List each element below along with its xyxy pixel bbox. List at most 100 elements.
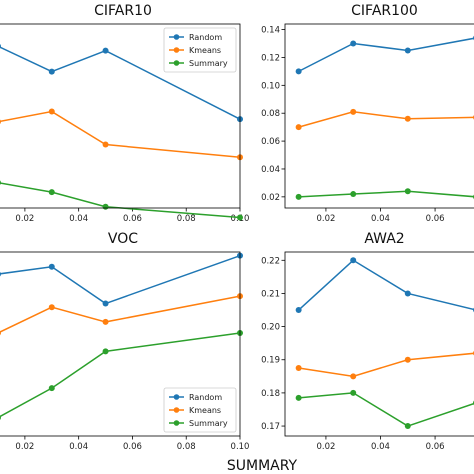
data-point-summary <box>0 180 1 185</box>
series-line-summary <box>298 392 474 427</box>
y-tick-label: 0.02 <box>261 193 280 203</box>
legend-label-random: Random <box>189 393 222 402</box>
data-point-random <box>295 307 302 314</box>
chart-title: AWA2 <box>364 231 404 247</box>
data-point-random <box>102 47 109 54</box>
plot-area <box>0 251 241 437</box>
data-point-kmeans <box>295 124 302 131</box>
data-point-kmeans <box>0 330 1 336</box>
y-tick-label: 0.17 <box>261 422 280 432</box>
series-line-kmeans <box>0 295 241 333</box>
legend-label-random: Random <box>189 33 222 42</box>
legend-box <box>163 387 237 433</box>
series-line-summary <box>0 182 241 219</box>
y-tick-label: 0.22 <box>261 256 280 266</box>
legend-label-summary: Summary <box>189 59 228 68</box>
legend: Random Kmeans Summary <box>163 27 237 73</box>
y-tick-label: 0.04 <box>261 165 280 175</box>
y-tick-label: 0.12 <box>261 53 280 63</box>
y-tick-label: 0.10 <box>261 81 280 91</box>
x-tick-label: 0.02 <box>316 442 335 452</box>
x-tick-label: 0.08 <box>177 442 196 452</box>
data-point-kmeans <box>295 365 302 372</box>
x-tick-label: 0.04 <box>371 214 390 224</box>
figure-title: SUMMARY <box>227 458 298 474</box>
x-tick-label: 0.08 <box>177 214 196 224</box>
legend-marker-kmeans <box>173 407 180 413</box>
data-point-kmeans <box>404 356 411 363</box>
x-tick-label: 0.06 <box>123 442 142 452</box>
data-point-kmeans <box>404 115 411 122</box>
data-point-random <box>404 290 411 297</box>
x-tick-label: 0.04 <box>69 214 88 224</box>
plot-area <box>284 251 474 437</box>
data-point-random <box>102 300 109 307</box>
series-line-random <box>298 37 474 73</box>
data-point-summary <box>350 389 357 396</box>
chart-title: CIFAR100 <box>351 3 418 19</box>
x-tick-label: 0.04 <box>69 442 88 452</box>
chart-voc: VOC 0.02 0.04 0.06 0.08 0.10 Random Kmeans Summa… <box>0 231 249 452</box>
data-point-summary <box>48 189 55 196</box>
x-tick-label: 0.02 <box>15 442 34 452</box>
legend-marker-random <box>173 394 180 400</box>
chart-title: CIFAR10 <box>94 3 152 19</box>
legend-label-summary: Summary <box>189 419 228 428</box>
legend-marker-kmeans <box>173 47 180 53</box>
data-point-kmeans <box>0 119 1 124</box>
y-tick-label: 0.20 <box>261 323 280 333</box>
series-line-random <box>298 259 474 311</box>
legend-label-kmeans: Kmeans <box>189 406 221 415</box>
series-line-summary <box>0 332 241 418</box>
x-tick-label: 0.04 <box>371 442 390 452</box>
data-point-random <box>0 43 1 49</box>
legend-label-kmeans: Kmeans <box>189 46 221 55</box>
data-point-summary <box>404 188 411 195</box>
y-tick-label: 0.21 <box>261 289 280 299</box>
data-point-kmeans <box>48 108 55 115</box>
x-tick-label: 0.06 <box>426 214 445 224</box>
data-point-kmeans <box>48 304 55 311</box>
x-tick-label: 0.02 <box>15 214 34 224</box>
series-line-kmeans <box>0 110 241 158</box>
data-point-random <box>404 47 411 54</box>
x-tick-label: 0.02 <box>316 214 335 224</box>
data-point-summary <box>48 385 55 392</box>
legend: Random Kmeans Summary <box>163 387 237 433</box>
series-line-summary <box>298 190 474 198</box>
legend-box <box>163 27 237 73</box>
chart-title: VOC <box>108 231 138 247</box>
series-line-random <box>0 254 241 305</box>
plot-area <box>284 23 474 209</box>
series-line-kmeans <box>298 352 474 378</box>
legend-marker-random <box>173 34 180 40</box>
y-tick-label: 0.19 <box>261 356 280 366</box>
data-point-random <box>48 263 55 270</box>
data-point-summary <box>295 193 302 200</box>
data-point-kmeans <box>102 318 109 325</box>
data-point-random <box>48 68 55 75</box>
x-tick-label: 0.10 <box>231 442 250 452</box>
y-tick-label: 0.06 <box>261 137 280 147</box>
chart-cifar100: CIFAR100 0.02 0.04 0.06 0.02 0.04 0.06 0.08 0.10… <box>261 3 474 224</box>
y-tick-label: 0.14 <box>261 26 280 36</box>
data-point-summary <box>350 191 357 198</box>
series-line-random <box>0 46 241 120</box>
plot-area <box>0 23 241 209</box>
data-point-summary <box>102 348 109 355</box>
y-tick-label: 0.08 <box>261 109 280 119</box>
data-point-summary <box>404 423 411 430</box>
data-point-kmeans <box>350 108 357 115</box>
y-tick-label: 0.18 <box>261 389 280 399</box>
x-tick-label: 0.06 <box>123 214 142 224</box>
data-point-summary <box>295 394 302 401</box>
data-point-random <box>0 271 1 277</box>
data-point-random <box>295 68 302 75</box>
data-point-kmeans <box>102 141 109 148</box>
series-line-kmeans <box>298 111 474 128</box>
chart-cifar10: CIFAR100.020.040.060.080.10RandomKmeansS… <box>0 3 249 224</box>
data-point-summary <box>237 214 243 221</box>
data-point-kmeans <box>350 373 357 380</box>
x-tick-label: 0.06 <box>426 442 445 452</box>
